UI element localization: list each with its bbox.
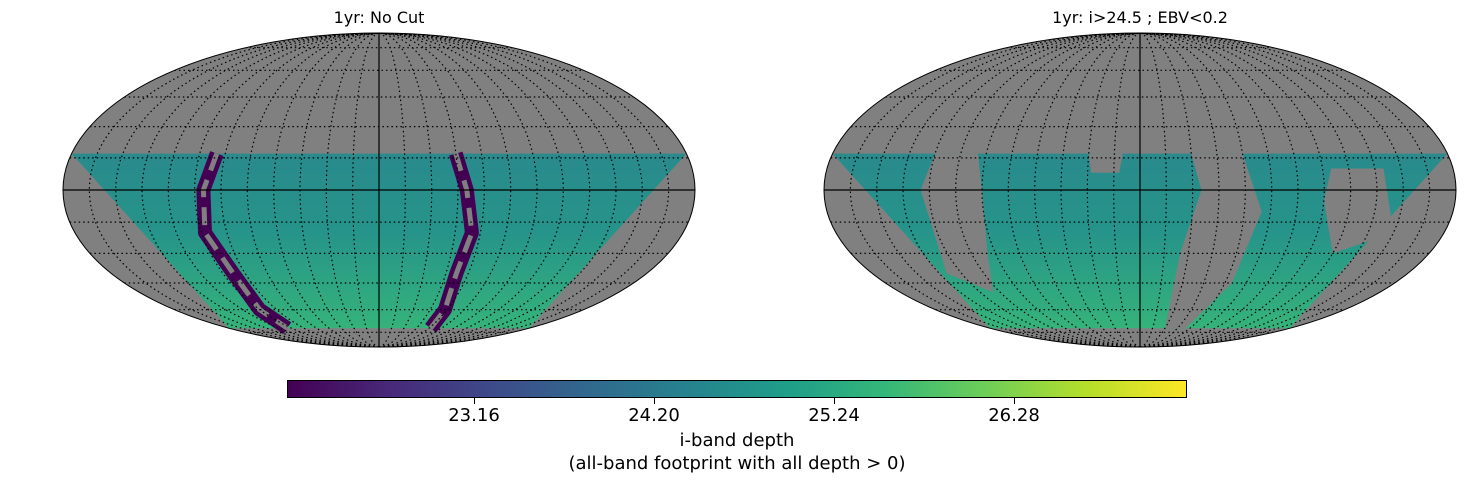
graticule-meridian: [246, 33, 380, 347]
graticule-meridian: [1139, 33, 1220, 347]
masked-region: [1088, 153, 1123, 173]
colorbar-tick-label: 23.16: [448, 405, 500, 426]
graticule-meridian: [378, 33, 538, 347]
graticule-meridian: [1139, 33, 1299, 347]
graticule-meridian: [378, 33, 406, 347]
colorbar-tick: [474, 398, 475, 404]
graticule-meridian: [1060, 33, 1141, 347]
colorbar-label: i-band depth: [679, 430, 795, 451]
colorbar-sublabel: (all-band footprint with all depth > 0): [568, 453, 906, 474]
graticule-meridian: [1113, 33, 1141, 347]
skymap-left-title: 1yr: No Cut: [333, 8, 425, 27]
colorbar-tick: [1014, 398, 1015, 404]
colorbar-gradient: [288, 381, 1186, 397]
colorbar-tick-label: 25.24: [808, 405, 860, 426]
skymap-left: [62, 32, 696, 348]
graticule-meridian: [378, 33, 643, 347]
graticule-meridian: [928, 33, 1141, 347]
graticule-meridian: [115, 33, 380, 347]
masked-region: [920, 153, 994, 293]
graticule-meridian: [194, 33, 380, 347]
colorbar-tick-label: 24.20: [628, 405, 680, 426]
graticule-meridian: [378, 33, 459, 347]
colorbar-tick: [834, 398, 835, 404]
galactic-plane-gap: [428, 152, 475, 330]
graticule-meridian: [1139, 33, 1404, 347]
skymap-outline: [62, 32, 696, 348]
graticule-meridian: [1139, 33, 1246, 347]
graticule-meridian: [378, 33, 564, 347]
graticule-meridian: [378, 33, 591, 347]
skymap-outline: [823, 32, 1457, 348]
graticule: [824, 33, 1456, 347]
graticule-meridian: [352, 33, 380, 347]
skymap-right: [823, 32, 1457, 348]
graticule-meridian: [1007, 33, 1141, 347]
masked-region: [1165, 153, 1262, 329]
graticule-meridian: [378, 33, 485, 347]
graticule-meridian: [299, 33, 380, 347]
graticule-meridian: [167, 33, 380, 347]
graticule-meridian: [955, 33, 1141, 347]
graticule-meridian: [1139, 33, 1273, 347]
graticule-meridian: [876, 33, 1141, 347]
graticule-meridian: [220, 33, 380, 347]
galactic-plane-gap: [200, 152, 289, 331]
skymap-right-title: 1yr: i>24.5 ; EBV<0.2: [1052, 8, 1228, 27]
graticule-meridian: [1139, 33, 1325, 347]
graticule-meridian: [981, 33, 1141, 347]
colorbar: [287, 380, 1187, 398]
graticule-meridian: [1139, 33, 1352, 347]
graticule-meridian: [1034, 33, 1141, 347]
graticule-meridian: [273, 33, 380, 347]
graticule-meridian: [378, 33, 512, 347]
colorbar-tick-label: 26.28: [988, 405, 1040, 426]
colorbar-tick: [654, 398, 655, 404]
graticule-meridian: [1139, 33, 1167, 347]
graticule: [63, 33, 695, 347]
